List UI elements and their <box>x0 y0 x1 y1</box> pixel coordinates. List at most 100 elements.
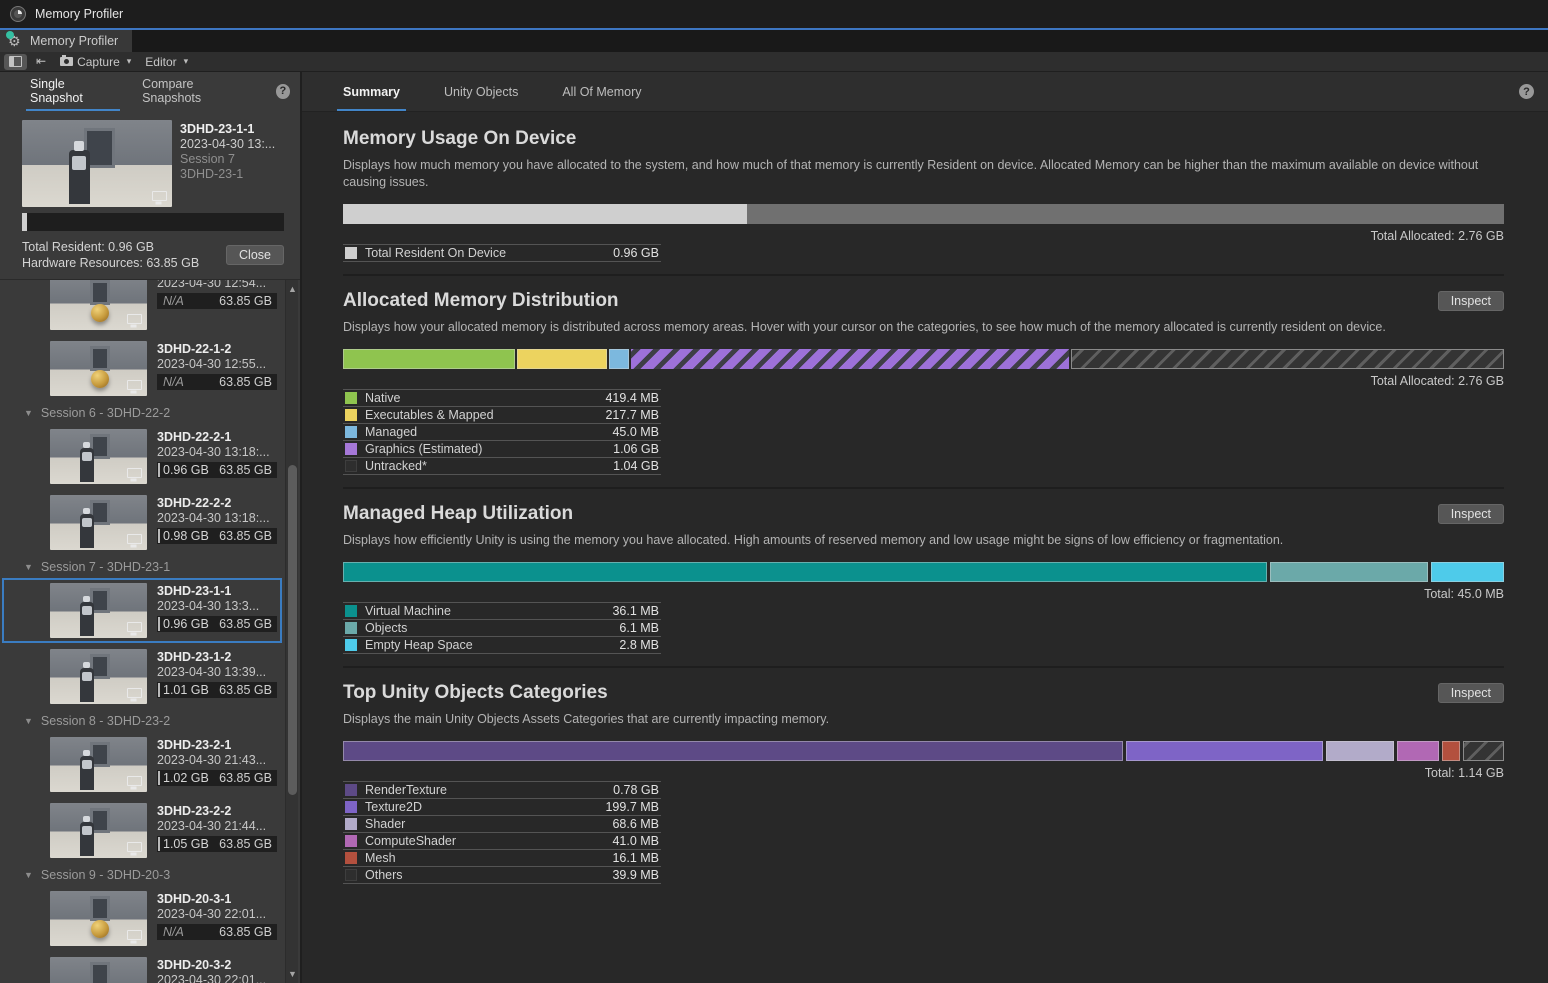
session-header[interactable]: ▼ Session 6 - 3DHD-22-2 <box>0 402 284 423</box>
doorway-shape <box>89 345 111 372</box>
snapshot-list-item[interactable]: 3DHD-23-1-2 2023-04-30 13:39... 1.01 GB … <box>2 644 282 709</box>
camera-icon <box>60 55 74 66</box>
tab-memory-profiler[interactable]: ⚙ Memory Profiler <box>0 30 133 52</box>
snapshot-list-item[interactable]: 3DHD-23-2-1 2023-04-30 21:43... 1.02 GB … <box>2 732 282 797</box>
legend-label: Mesh <box>365 851 396 865</box>
main-help-icon[interactable]: ? <box>1519 84 1534 99</box>
snapshot-resident-value: N/A <box>163 293 184 308</box>
inspect-button[interactable]: Inspect <box>1437 291 1504 311</box>
tab-unity-objects[interactable]: Unity Objects <box>443 84 519 99</box>
close-button[interactable]: Close <box>226 245 284 265</box>
memory-bar <box>343 562 1504 582</box>
snapshot-hardware-value: 63.85 GB <box>219 616 272 631</box>
legend-label: Executables & Mapped <box>365 408 494 422</box>
section-title: Top Unity Objects Categories <box>343 682 608 703</box>
scroll-down-icon[interactable]: ▼ <box>288 969 297 979</box>
snapshot-date: 2023-04-30 13:18:... <box>157 445 270 459</box>
editor-dropdown[interactable]: Editor ▾ <box>140 54 193 70</box>
snapshot-thumbnail <box>50 583 147 638</box>
legend-row: Managed 45.0 MB <box>343 423 661 441</box>
legend-swatch <box>345 852 357 864</box>
snapshot-list-item[interactable]: 3DHD-20-3-1 2023-04-30 22:01... N/A 63.8… <box>2 886 282 951</box>
snapshot-list-item[interactable]: 3DHD-22-1-2 2023-04-30 12:55... N/A 63.8… <box>2 336 282 401</box>
total-resident-label: Total Resident: 0.96 GB <box>22 240 155 254</box>
snapshot-list-item[interactable]: 3DHD-22-2-2 2023-04-30 13:18:... 0.98 GB… <box>2 490 282 555</box>
snapshot-name: 3DHD-23-2-1 <box>157 738 232 752</box>
session-header[interactable]: ▼ Session 9 - 3DHD-20-3 <box>0 864 284 885</box>
session-header[interactable]: ▼ Session 8 - 3DHD-23-2 <box>0 710 284 731</box>
bar-segment[interactable] <box>1463 741 1504 761</box>
legend-swatch <box>345 622 357 634</box>
legend-value: 6.1 MB <box>572 619 661 637</box>
bar-segment[interactable] <box>746 204 1504 224</box>
doorway-shape <box>89 741 111 768</box>
snapshot-name: 3DHD-20-3-2 <box>157 958 232 972</box>
bar-segment[interactable] <box>1071 349 1504 369</box>
snapshot-list-item[interactable]: 3DHD-20-3-2 2023-04-30 22:01... N/A 63.8… <box>2 952 282 983</box>
bar-segment[interactable] <box>343 204 747 224</box>
bar-segment[interactable] <box>1325 741 1395 761</box>
doorway-shape <box>89 499 111 526</box>
tab-single-snapshot[interactable]: Single Snapshot <box>25 67 121 115</box>
bar-segment[interactable] <box>1126 741 1323 761</box>
bar-segment[interactable] <box>1269 562 1428 582</box>
legend-value: 0.78 GB <box>555 781 661 799</box>
snapshot-list-item[interactable]: 3DHD-23-1-1 2023-04-30 13:3... 0.96 GB 6… <box>2 578 282 643</box>
legend-swatch <box>345 835 357 847</box>
bar-segment[interactable] <box>343 741 1124 761</box>
sidebar-scrollbar[interactable]: ▲ ▼ <box>285 280 298 983</box>
tab-summary[interactable]: Summary <box>337 72 406 111</box>
scrollbar-thumb[interactable] <box>288 465 297 795</box>
snapshot-list-item[interactable]: 3DHD-22-2-1 2023-04-30 13:18:... 0.96 GB… <box>2 424 282 489</box>
legend-swatch <box>345 801 357 813</box>
legend-value: 2.8 MB <box>572 636 661 654</box>
snapshot-memory-strip: N/A 63.85 GB <box>157 924 277 940</box>
capture-button[interactable]: Capture ▾ <box>55 54 136 70</box>
legend-swatch <box>345 409 357 421</box>
scene-figure <box>90 369 109 388</box>
inspect-button[interactable]: Inspect <box>1437 504 1504 524</box>
scroll-up-icon[interactable]: ▲ <box>288 284 297 294</box>
capture-label: Capture <box>77 54 120 69</box>
legend-row: Virtual Machine 36.1 MB <box>343 602 661 620</box>
legend-label: Shader <box>365 817 406 831</box>
bar-segment[interactable] <box>608 349 629 369</box>
legend-swatch <box>345 639 357 651</box>
section-description: Displays how much memory you have alloca… <box>343 158 1479 189</box>
summary-section: Top Unity Objects Categories Inspect Dis… <box>343 668 1504 896</box>
bar-segment[interactable] <box>343 349 515 369</box>
legend-row: RenderTexture 0.78 GB <box>343 781 661 799</box>
snapshot-date: 2023-04-30 13:39... <box>157 665 267 679</box>
legend-value: 419.4 MB <box>573 389 661 407</box>
session-label: Session 6 - 3DHD-22-2 <box>40 406 171 420</box>
snapshot-thumbnail <box>50 891 147 946</box>
bar-segment[interactable] <box>1430 562 1504 582</box>
legend-label: Graphics (Estimated) <box>365 442 483 456</box>
snapshot-build: 3DHD-23-1 <box>180 167 244 181</box>
bar-segment[interactable] <box>1442 741 1461 761</box>
legend-swatch <box>345 247 357 259</box>
legend-value: 41.0 MB <box>555 832 661 850</box>
import-snapshot-button[interactable]: ⇤ <box>31 54 51 70</box>
sidebar-help-icon[interactable]: ? <box>275 83 290 99</box>
snapshot-hardware-value: 63.85 GB <box>219 528 272 543</box>
section-title: Memory Usage On Device <box>343 128 577 149</box>
inspect-button[interactable]: Inspect <box>1437 683 1504 703</box>
snapshot-list-item[interactable]: 2023-04-30 12:54... N/A 63.85 GB <box>2 280 282 335</box>
snapshot-list-item[interactable]: 3DHD-23-2-2 2023-04-30 21:44... 1.05 GB … <box>2 798 282 863</box>
toggle-sidebar-button[interactable] <box>4 53 27 70</box>
bar-segment[interactable] <box>516 349 607 369</box>
session-header[interactable]: ▼ Session 7 - 3DHD-23-1 <box>0 556 284 577</box>
monitor-icon <box>127 688 142 701</box>
tab-compare-snapshots[interactable]: Compare Snapshots <box>142 77 202 105</box>
bar-segment[interactable] <box>343 562 1267 582</box>
tab-all-of-memory[interactable]: All Of Memory <box>562 84 642 99</box>
legend-label: Native <box>365 391 401 405</box>
bar-segment[interactable] <box>1397 741 1440 761</box>
legend-row: Texture2D 199.7 MB <box>343 798 661 816</box>
bar-segment[interactable] <box>630 349 1070 369</box>
section-title: Managed Heap Utilization <box>343 503 574 524</box>
legend-swatch <box>345 869 357 881</box>
legend-label: Empty Heap Space <box>365 638 473 652</box>
import-icon: ⇤ <box>36 54 47 68</box>
